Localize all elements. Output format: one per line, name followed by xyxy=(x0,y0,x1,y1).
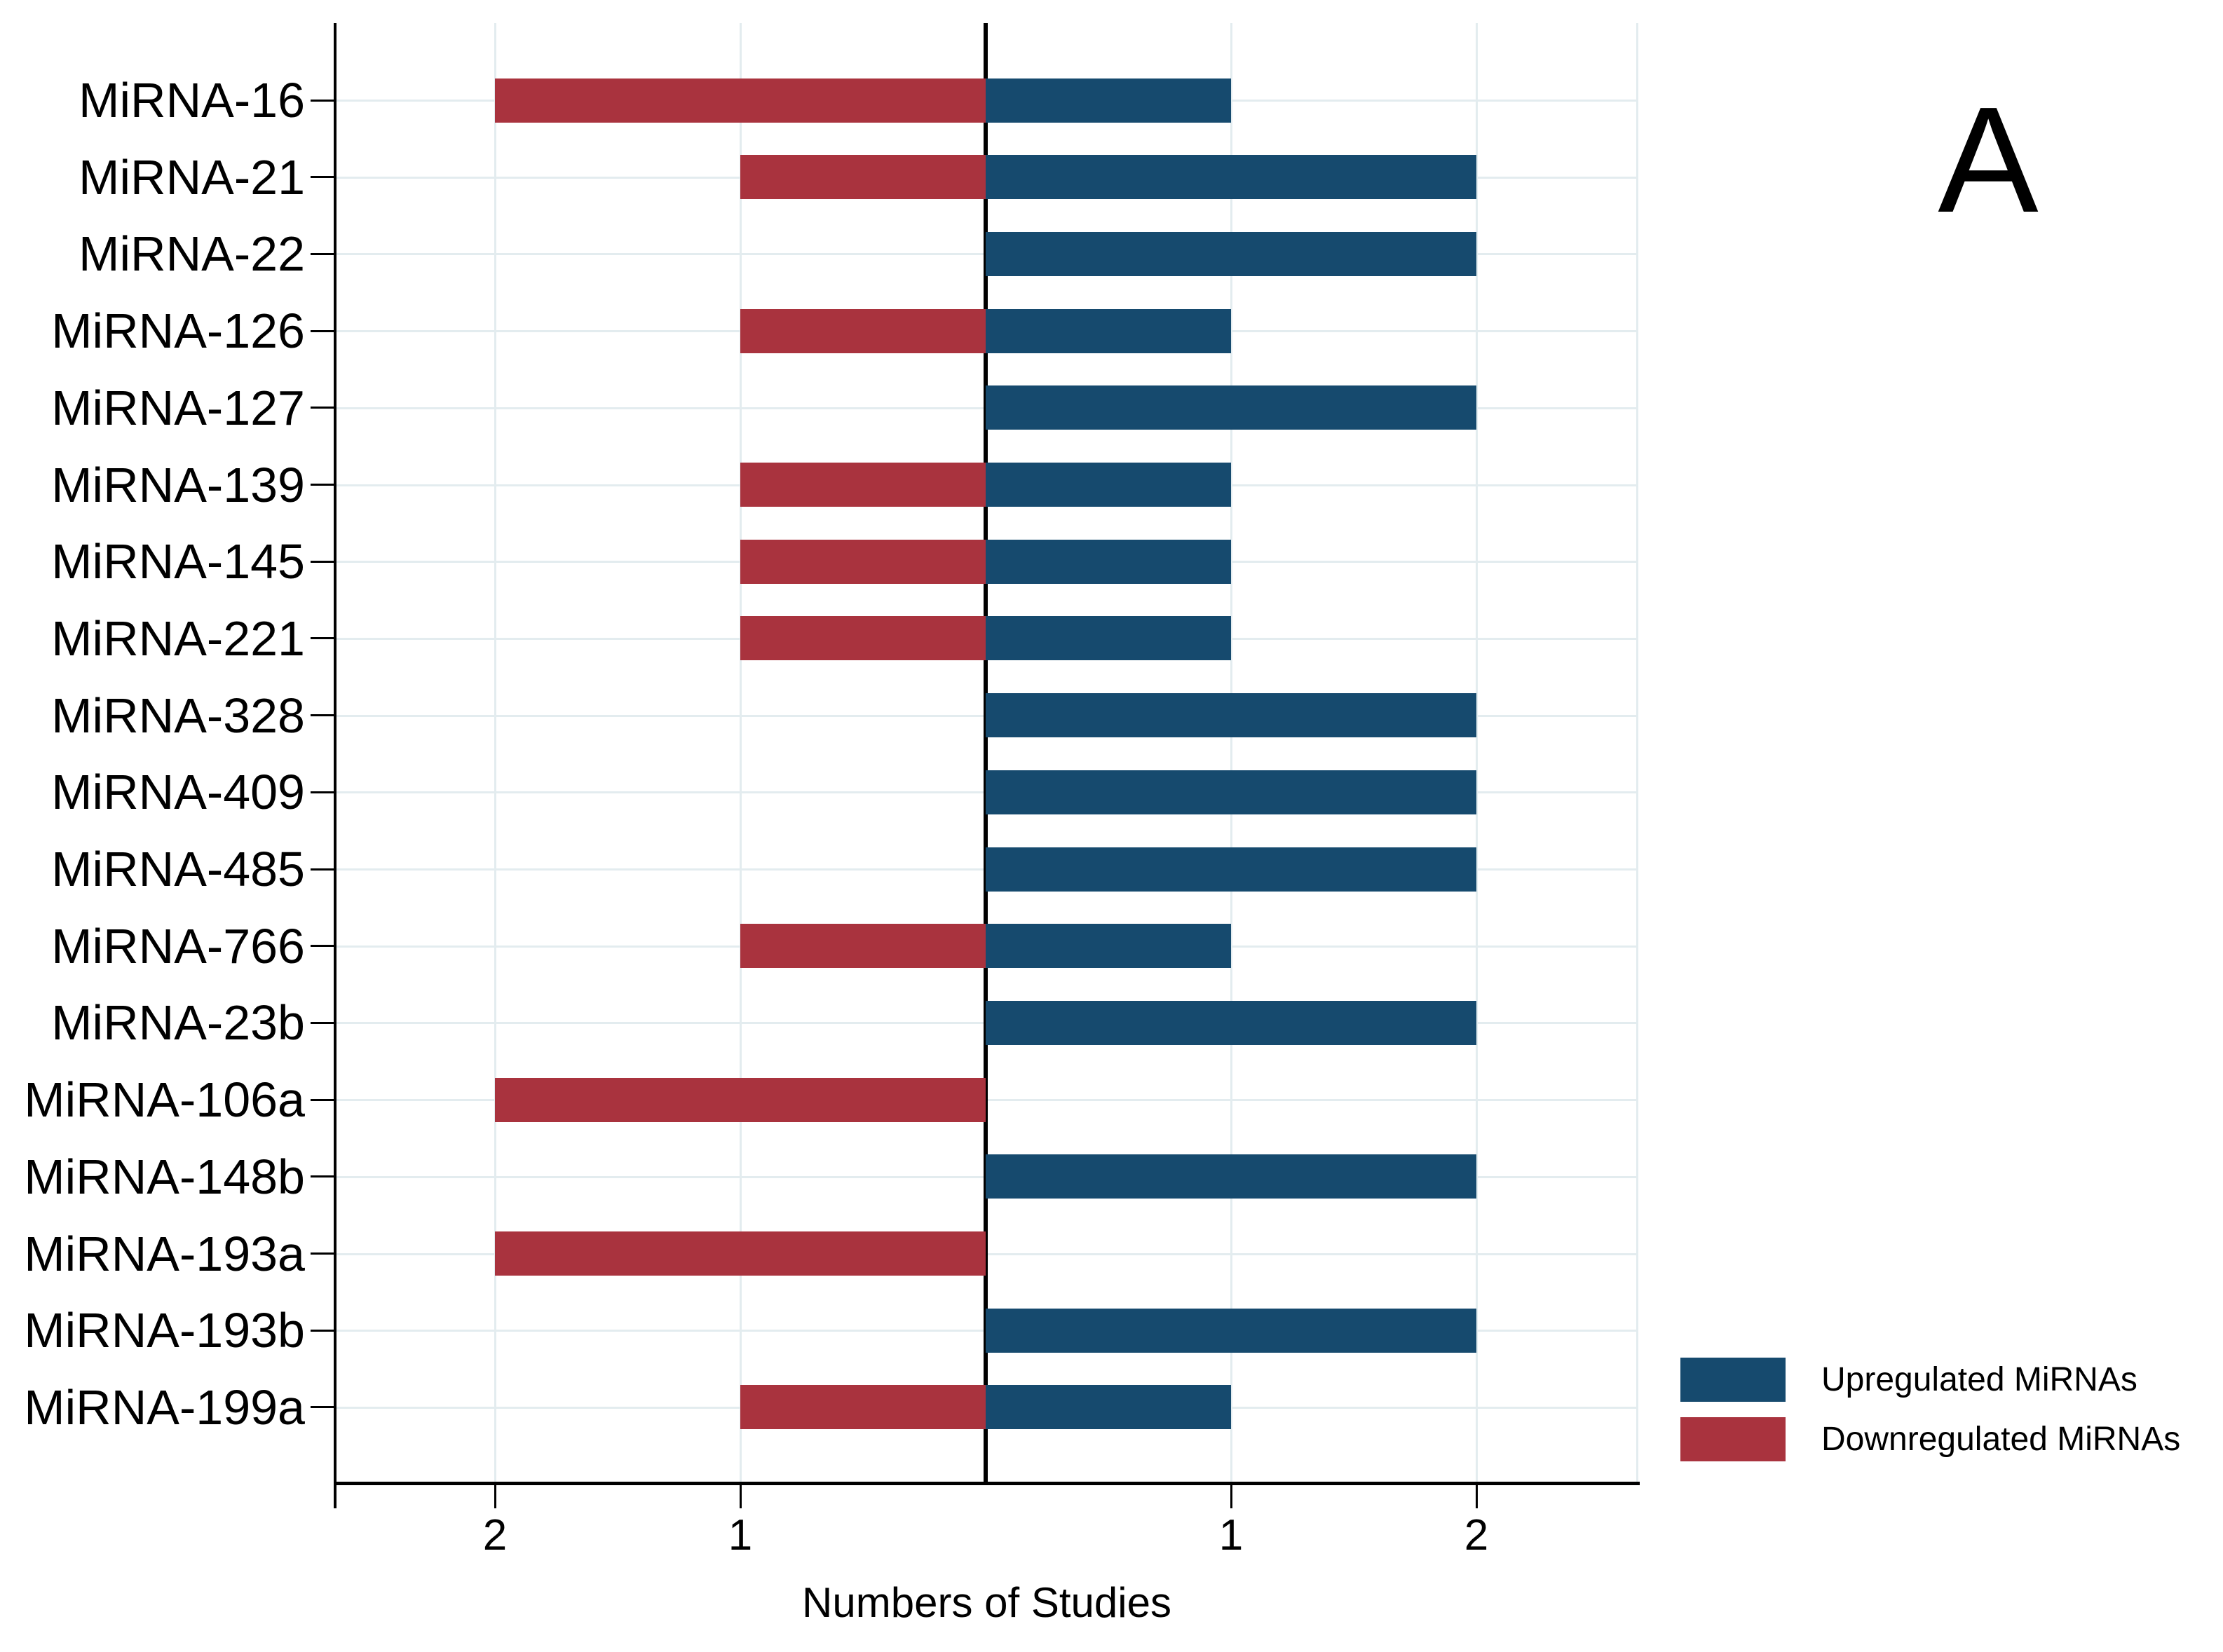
category-label: MiRNA-21 xyxy=(79,149,305,205)
bar-upregulated xyxy=(986,78,1231,123)
category-label: MiRNA-328 xyxy=(51,688,305,743)
y-tick xyxy=(311,176,335,179)
bar-upregulated xyxy=(986,155,1476,200)
bar-downregulated xyxy=(740,308,986,353)
category-label: MiRNA-126 xyxy=(51,303,305,359)
x-gridline xyxy=(740,23,742,1484)
legend-label-down: Downregulated MiRNAs xyxy=(1821,1421,2181,1458)
category-label: MiRNA-193a xyxy=(24,1226,305,1281)
y-tick xyxy=(311,945,335,948)
category-label: MiRNA-199a xyxy=(24,1379,305,1435)
category-label: MiRNA-148b xyxy=(24,1149,305,1204)
x-gridline xyxy=(494,23,496,1484)
bar-upregulated xyxy=(986,847,1476,892)
bar-upregulated xyxy=(986,1308,1476,1353)
bar-upregulated xyxy=(986,539,1231,584)
y-tick xyxy=(311,1098,335,1101)
x-tick xyxy=(739,1484,742,1508)
y-tick xyxy=(311,1406,335,1409)
bar-downregulated xyxy=(495,1077,986,1122)
y-tick xyxy=(311,407,335,409)
category-label: MiRNA-106a xyxy=(24,1072,305,1128)
plot-area xyxy=(311,23,1640,1508)
x-axis-title: Numbers of Studies xyxy=(802,1579,1171,1626)
bar-upregulated xyxy=(986,1154,1476,1199)
bar-downregulated xyxy=(740,463,986,507)
bar-downregulated xyxy=(495,78,986,123)
category-label: MiRNA-766 xyxy=(51,918,305,974)
bar-downregulated xyxy=(740,924,986,969)
legend-swatch-up xyxy=(1680,1358,1786,1402)
bar-upregulated xyxy=(986,385,1476,430)
y-axis-line xyxy=(334,23,336,1508)
panel-label: A xyxy=(1938,75,2039,244)
category-label: MiRNA-193b xyxy=(24,1303,305,1358)
x-tick xyxy=(1230,1484,1232,1508)
y-tick xyxy=(311,1329,335,1332)
category-label: MiRNA-139 xyxy=(51,457,305,512)
bar-downregulated xyxy=(495,1231,986,1276)
x-tick xyxy=(494,1484,496,1508)
category-label: MiRNA-22 xyxy=(79,226,305,282)
zero-line xyxy=(984,23,988,1484)
legend-label-up: Upregulated MiRNAs xyxy=(1821,1361,2137,1398)
y-tick xyxy=(311,560,335,563)
y-tick xyxy=(311,1252,335,1255)
x-gridline-right-edge xyxy=(1636,23,1638,1484)
y-tick xyxy=(311,484,335,486)
category-label: MiRNA-485 xyxy=(51,842,305,896)
x-tick-label: 2 xyxy=(1464,1511,1489,1559)
category-label: MiRNA-145 xyxy=(51,534,305,589)
category-label: MiRNA-23b xyxy=(51,995,305,1051)
bar-upregulated xyxy=(986,616,1231,661)
y-tick xyxy=(311,99,335,102)
bar-upregulated xyxy=(986,463,1231,507)
bar-downregulated xyxy=(740,155,986,200)
legend-swatch-down xyxy=(1680,1417,1786,1461)
bar-upregulated xyxy=(986,1000,1476,1045)
bar-upregulated xyxy=(986,231,1476,276)
bar-upregulated xyxy=(986,1385,1231,1430)
y-tick xyxy=(311,1021,335,1024)
x-axis-line xyxy=(334,1482,1640,1485)
bar-downregulated xyxy=(740,1385,986,1430)
category-label: MiRNA-16 xyxy=(79,73,305,128)
y-tick xyxy=(311,637,335,640)
x-tick-label: 1 xyxy=(1218,1511,1244,1559)
x-tick-label: 1 xyxy=(728,1511,753,1559)
category-label: MiRNA-409 xyxy=(51,765,305,820)
bar-upregulated xyxy=(986,693,1476,738)
bar-downregulated xyxy=(740,616,986,661)
category-label: MiRNA-127 xyxy=(51,380,305,435)
bar-downregulated xyxy=(740,539,986,584)
category-label: MiRNA-221 xyxy=(51,610,305,666)
y-tick xyxy=(311,714,335,717)
bar-upregulated xyxy=(986,770,1476,814)
y-tick xyxy=(311,329,335,332)
bar-upregulated xyxy=(986,308,1231,353)
bar-upregulated xyxy=(986,924,1231,969)
x-gridline xyxy=(1476,23,1478,1484)
x-tick xyxy=(1475,1484,1478,1508)
y-tick xyxy=(311,1175,335,1178)
x-gridline xyxy=(1230,23,1232,1484)
y-tick xyxy=(311,252,335,255)
x-tick-label: 2 xyxy=(482,1511,508,1559)
y-tick xyxy=(311,868,335,871)
y-tick xyxy=(311,791,335,793)
